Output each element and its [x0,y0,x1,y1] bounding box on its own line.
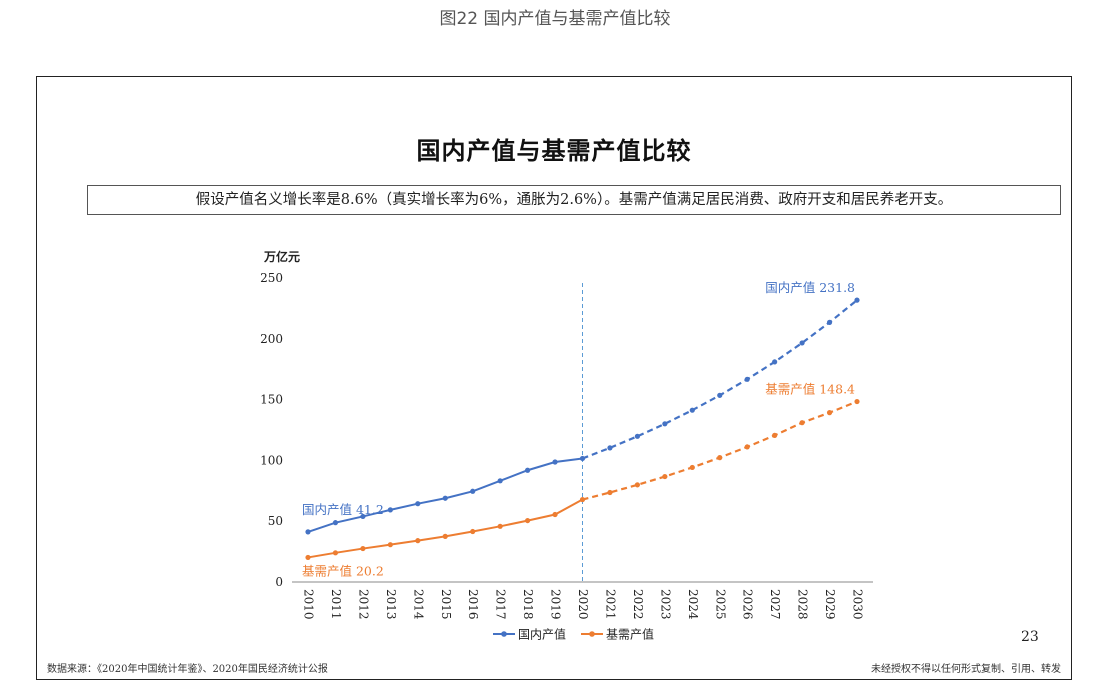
x-tick-label: 2015 [439,589,453,620]
slide-title: 国内产值与基需产值比较 [416,136,692,165]
data-point [826,319,833,325]
data-point [552,511,558,518]
y-tick-label: 200 [260,332,283,346]
x-tick-label: 2016 [466,589,480,620]
x-tick-label: 2028 [796,589,810,620]
x-tick-label: 2019 [549,589,563,620]
x-tick-label: 2014 [411,589,425,620]
legend-label: 基需产值 [606,627,654,642]
line-chart: 万亿元 0 50 100 150 200 250 2010 2011 2012 2013 2014 20… [260,249,873,642]
data-point [854,398,860,405]
data-point [662,473,668,480]
data-point [744,444,750,450]
x-tick-label: 2022 [631,589,645,620]
page-number: 23 [1021,629,1039,645]
data-point [579,496,586,503]
copyright-notice: 未经授权不得以任何形式复制、引用、转发 [871,664,1061,675]
x-tick-label: 2025 [713,589,727,620]
data-point [332,550,339,556]
data-point [470,488,476,494]
x-tick-label: 2027 [768,589,782,620]
data-point [744,376,750,382]
data-point [607,489,613,496]
x-tick-label: 2011 [329,589,343,620]
series-start-label: 国内产值 41.2 [302,502,384,517]
x-tick-label: 2023 [658,589,672,620]
data-point [497,478,503,484]
x-tick-label: 2024 [686,589,700,620]
data-point [772,359,778,365]
x-tick-label: 2026 [741,589,755,620]
x-tick-label: 2030 [851,589,865,620]
series-end-label: 基需产值 148.4 [765,382,855,397]
x-tick-label: 2020 [576,589,590,620]
data-point [634,482,641,488]
data-point [442,495,448,501]
x-tick-label: 2010 [302,589,316,620]
x-tick-label: 2029 [823,589,837,620]
x-tick-label: 2017 [494,589,508,620]
series-end-label: 国内产值 231.8 [765,280,855,295]
data-point [854,297,860,303]
data-point [799,340,805,346]
legend-label: 国内产值 [518,627,566,642]
y-tick-label: 0 [275,575,283,589]
data-point [360,513,366,520]
series-start-label: 基需产值 20.2 [302,563,384,578]
data-point [360,545,366,552]
data-point [717,392,723,398]
data-point [415,538,421,544]
data-point [607,445,613,451]
data-point [662,421,668,427]
y-tick-label: 250 [260,271,283,285]
data-point [305,554,311,561]
legend-marker [501,631,507,637]
y-tick-label: 50 [268,514,283,528]
slide-frame: 国内产值与基需产值比较 假设产值名义增长率是8.6%（真实增长率为6%，通胀为2… [36,76,1072,680]
y-tick-label: 100 [260,453,283,467]
x-tick-label: 2021 [603,589,617,620]
data-point [442,533,448,539]
x-tick-label: 2013 [384,589,398,620]
data-point [305,529,311,535]
x-tick-label: 2012 [356,589,370,620]
data-point [552,459,558,465]
data-point [826,410,833,416]
data-point [579,455,586,462]
data-point [772,432,778,438]
data-point [717,455,723,461]
data-point [525,517,531,524]
legend-marker [589,631,595,637]
series-line-actual [307,457,583,533]
figure-caption: 图22 国内产值与基需产值比较 [439,9,671,29]
data-source-note: 数据来源：《2020年中国统计年鉴》、2020年国民经济统计公报 [47,664,328,675]
y-tick-label: 150 [260,393,283,407]
data-point [634,433,641,439]
data-point [799,420,805,426]
data-point [387,542,393,548]
series-line-forecast [582,400,858,501]
data-point [689,407,695,413]
assumption-note: 假设产值名义增长率是8.6%（真实增长率为6%，通胀为2.6%）。基需产值满足居… [87,185,1061,215]
x-tick-label: 2018 [521,589,535,620]
data-point [689,464,695,471]
data-point [332,520,339,526]
data-point [415,501,421,507]
data-point [497,523,503,529]
data-point [470,528,476,535]
y-axis-unit-label: 万亿元 [263,249,300,264]
data-point [387,507,393,513]
series-line-forecast [582,299,858,460]
data-point [525,467,531,473]
